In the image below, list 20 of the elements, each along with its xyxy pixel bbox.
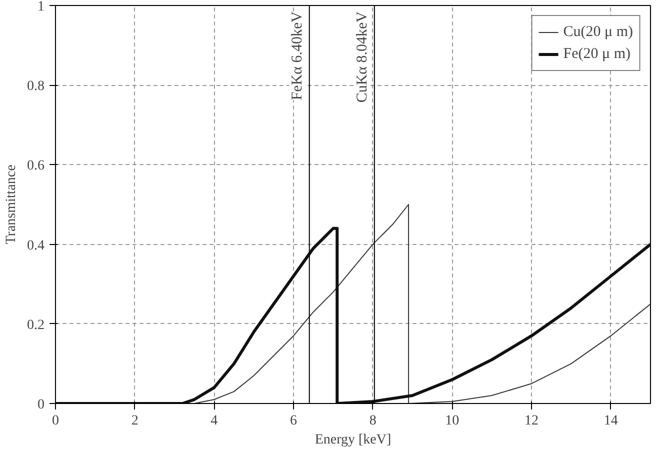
x-tick-label: 6 (290, 414, 297, 428)
y-tick-label: 0 (38, 398, 44, 412)
x-tick-label: 14 (604, 414, 618, 428)
ref-line-label: CuKα 8.04keV (354, 11, 370, 103)
y-tick-label: 0.4 (27, 238, 44, 254)
x-tick-label: 12 (524, 414, 538, 428)
x-tick-label: 8 (369, 414, 376, 428)
ref-line-label: FeKα 6.40keV (289, 11, 306, 100)
y-tick-label: 0.6 (27, 158, 44, 174)
legend-label: Cu(20 μ m) (563, 24, 633, 40)
x-tick-label: 10 (445, 414, 460, 428)
x-axis-title: Energy [keV] (314, 432, 392, 448)
y-tick-label: 1 (38, 0, 44, 14)
y-tick-label: 0.8 (27, 79, 44, 94)
x-tick-label: 4 (210, 414, 218, 428)
y-tick-label: 0.2 (27, 318, 44, 333)
x-tick-label: 0 (52, 414, 59, 428)
x-tick-label: 2 (131, 414, 138, 428)
legend-label: Fe(20 μ m) (563, 46, 630, 62)
y-axis-title: Transmittance (4, 164, 19, 244)
